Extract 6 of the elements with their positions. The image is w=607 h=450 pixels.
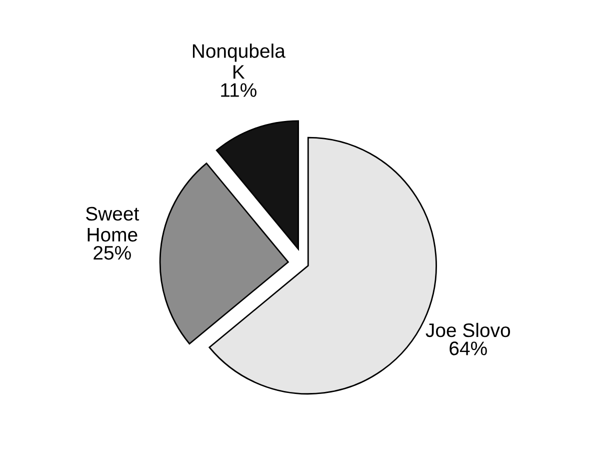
- data-label: 64%: [450, 342, 487, 356]
- slice-label: Joe Slovo: [426, 322, 510, 338]
- slice-label: Sweet Home: [86, 206, 140, 242]
- data-label: 25%: [94, 246, 131, 260]
- data-label: 11%: [221, 83, 256, 97]
- slice-label: Nonqubela K: [192, 44, 286, 79]
